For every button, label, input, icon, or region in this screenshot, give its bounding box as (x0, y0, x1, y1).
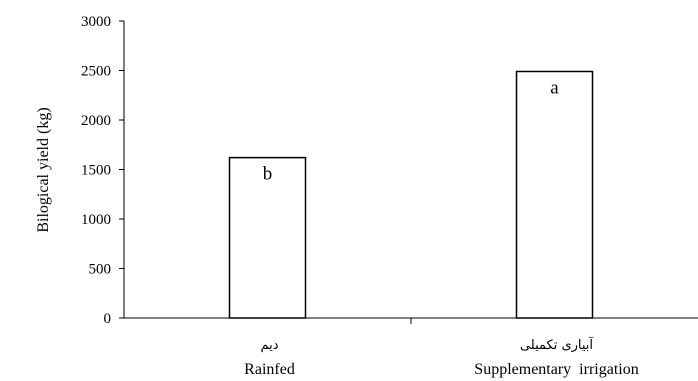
x-category-label-fa: دیم (260, 338, 278, 353)
bar-label: b (263, 164, 273, 185)
bars: ba (228, 70, 594, 319)
y-tick-label: 2000 (81, 113, 111, 129)
y-tick-label: 0 (104, 311, 112, 327)
y-tick-label: 500 (89, 262, 112, 278)
x-category-label-en: Rainfed (244, 361, 295, 378)
bar (228, 156, 307, 319)
y-tick-label: 1500 (81, 163, 111, 179)
x-category-label-fa: آبیاری تکمیلی (520, 336, 594, 353)
y-axis: 0 500 1000 1500 2000 2500 3000 (81, 14, 125, 327)
y-tick-label: 3000 (81, 14, 111, 30)
bar-label: a (550, 77, 559, 98)
y-axis-label: Bilogical yield (kg) (35, 107, 52, 232)
bar (515, 70, 594, 319)
x-axis: دیم Rainfed آبیاری تکمیلی Supplementary irr… (124, 317, 698, 378)
y-tick-label: 1000 (81, 212, 111, 228)
y-tick-label: 2500 (81, 64, 111, 80)
x-category-label-en: Supplementary irrigation (474, 361, 638, 378)
